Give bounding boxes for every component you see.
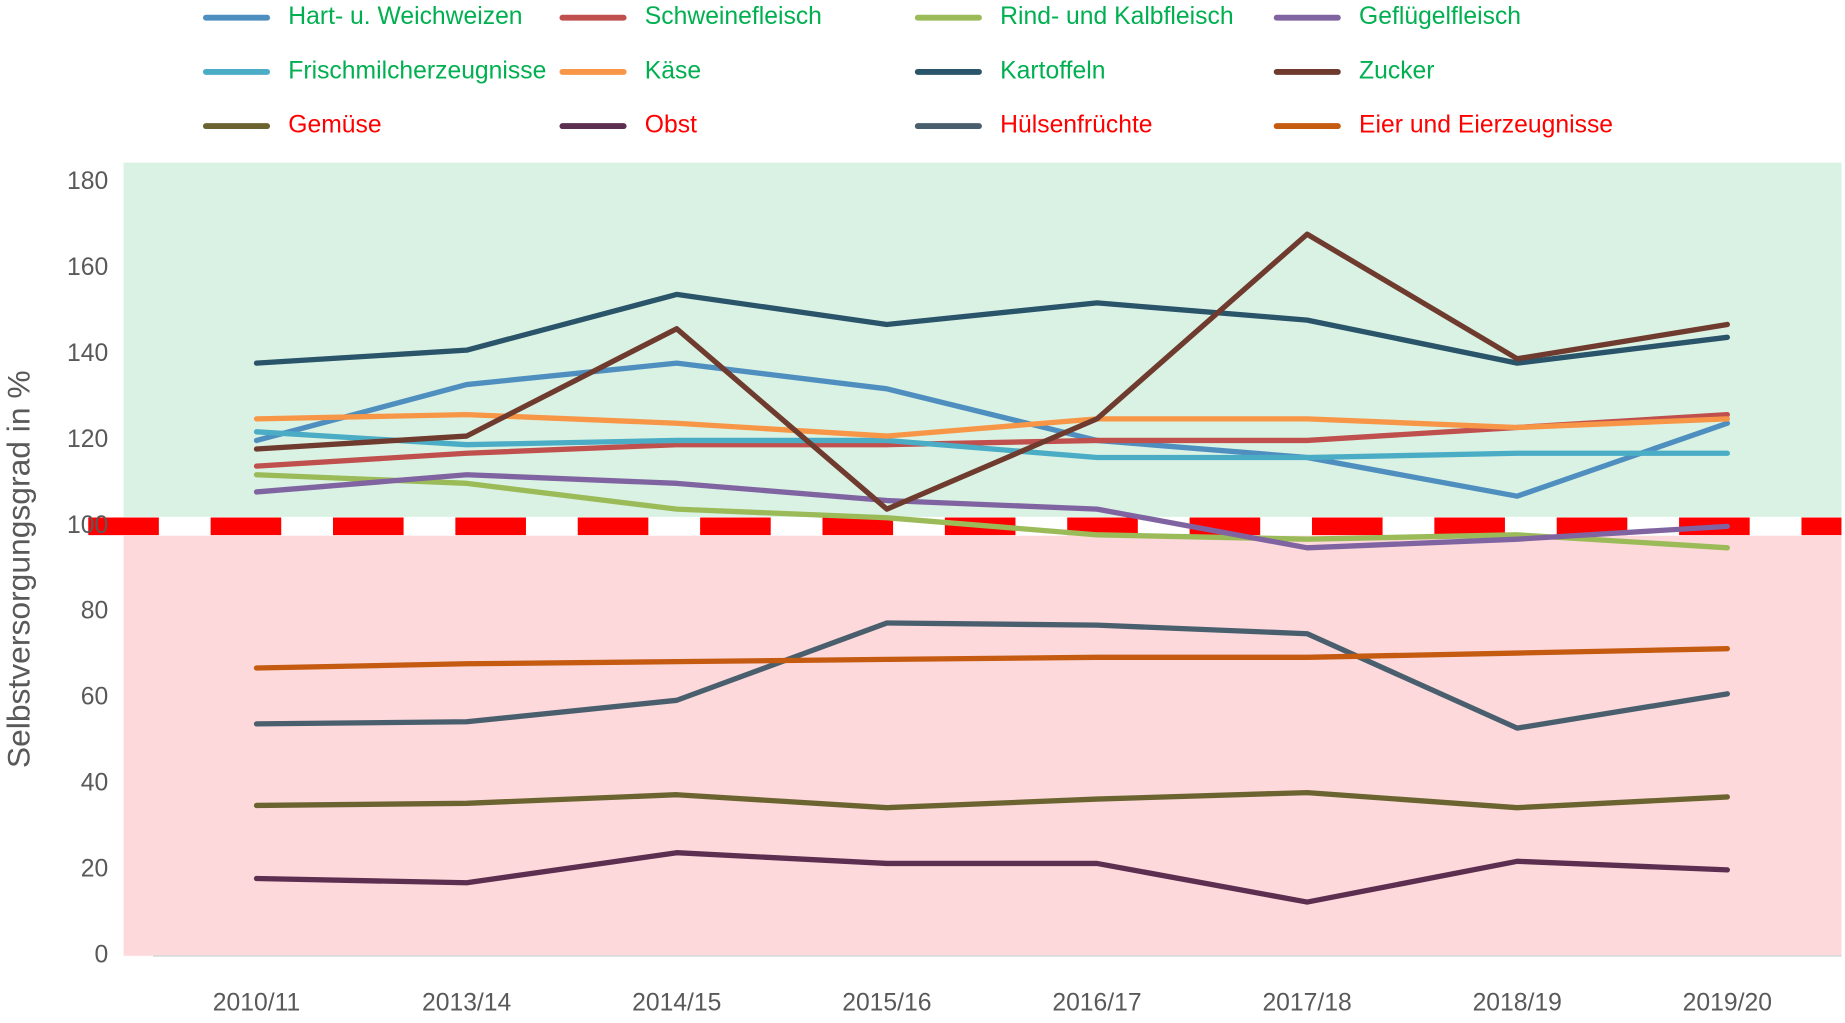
series-line [253, 472, 1730, 551]
series-line [253, 620, 1730, 731]
y-tick-label: 120 [67, 426, 108, 453]
y-tick-label: 140 [67, 340, 108, 367]
legend-label: Obst [645, 112, 697, 139]
y-tick-label: 40 [81, 770, 108, 797]
legend-label: Eier und Eierzeugnisse [1359, 112, 1613, 139]
legend-label: Frischmilcherzeugnisse [288, 57, 546, 84]
x-tick-label: 2017/18 [1262, 990, 1351, 1017]
legend-label: Rind- und Kalbfleisch [1000, 3, 1233, 30]
y-tick-label: 20 [81, 855, 108, 882]
x-tick-label: 2018/19 [1473, 990, 1562, 1017]
series-line [253, 850, 1730, 905]
legend-label: Gemüse [288, 112, 381, 139]
y-axis-label: Selbstversorgungsgrad in % [1, 370, 37, 768]
series-line [253, 231, 1730, 512]
x-tick-label: 2016/17 [1052, 990, 1141, 1017]
series-line [253, 472, 1730, 551]
legend-label: Schweinefleisch [645, 3, 822, 30]
series-line [253, 429, 1730, 461]
y-tick-label: 160 [67, 254, 108, 281]
series-line [253, 646, 1730, 671]
legend-label: Käse [645, 57, 701, 84]
legend-label: Hart- u. Weichweizen [288, 3, 522, 30]
series-line [253, 291, 1730, 366]
series-line [253, 360, 1730, 499]
x-tick-label: 2010/11 [213, 990, 300, 1017]
legend-label: Hülsenfrüchte [1000, 112, 1152, 139]
x-tick-label: 2014/15 [632, 990, 721, 1017]
legend-label: Geflügelfleisch [1359, 3, 1521, 30]
x-tick-label: 2013/14 [422, 990, 512, 1017]
y-tick-label: 0 [95, 941, 109, 968]
legend-label: Zucker [1359, 57, 1434, 84]
series-line [253, 789, 1730, 811]
y-tick-label: 100 [67, 512, 108, 539]
x-tick-label: 2019/20 [1683, 990, 1772, 1017]
band-below [123, 526, 1842, 956]
series-line [253, 411, 1730, 469]
y-tick-label: 180 [67, 168, 108, 195]
x-tick-label: 2015/16 [842, 990, 931, 1017]
y-tick-label: 80 [81, 598, 108, 625]
legend-label: Kartoffeln [1000, 57, 1105, 84]
y-tick-label: 60 [81, 684, 108, 711]
